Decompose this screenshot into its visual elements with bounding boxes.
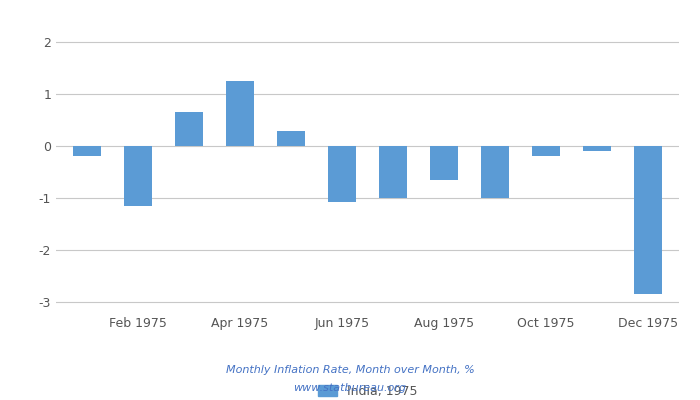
Bar [430, 146, 458, 180]
Bar [226, 81, 254, 146]
Bar [481, 146, 509, 198]
Bar [583, 146, 611, 151]
Legend: India, 1975: India, 1975 [313, 380, 422, 400]
Bar [175, 112, 203, 146]
Bar [124, 146, 152, 206]
Text: Monthly Inflation Rate, Month over Month, %: Monthly Inflation Rate, Month over Month… [225, 365, 475, 375]
Bar [277, 130, 305, 146]
Bar [73, 146, 101, 156]
Bar [379, 146, 407, 198]
Bar [634, 146, 662, 294]
Bar [328, 146, 356, 202]
Text: www.statbureau.org: www.statbureau.org [293, 383, 407, 393]
Bar [532, 146, 560, 156]
